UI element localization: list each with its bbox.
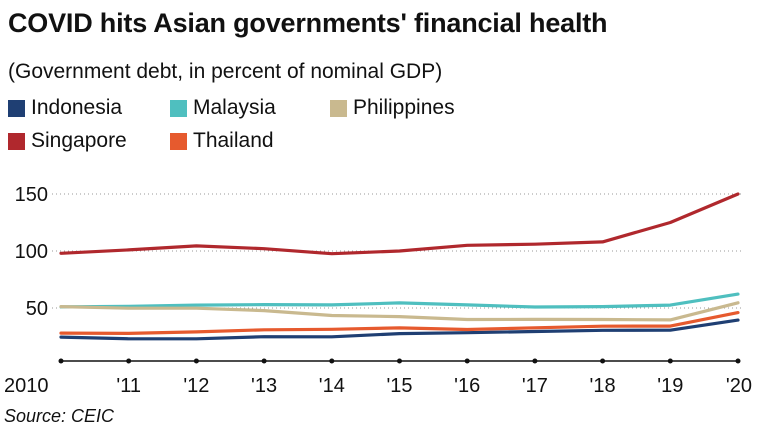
legend-swatch-philippines xyxy=(330,99,347,117)
x-tick-label-5: '15 xyxy=(386,375,412,397)
legend-swatch-indonesia xyxy=(8,99,25,117)
legend-item-singapore: Singapore xyxy=(8,129,127,153)
x-tick-5 xyxy=(397,358,402,364)
series-line-philippines xyxy=(59,301,740,322)
chart-title: COVID hits Asian governments' financial … xyxy=(8,8,608,38)
x-tick-2 xyxy=(193,358,199,364)
x-tick-8 xyxy=(600,358,606,364)
x-tick-label-3: '13 xyxy=(251,375,277,397)
series-line-singapore xyxy=(59,192,740,256)
legend-item-philippines: Philippines xyxy=(330,96,455,120)
legend-label-philippines: Philippines xyxy=(353,96,455,119)
chart-subtitle: (Government debt, in percent of nominal … xyxy=(8,60,443,83)
x-tick-4 xyxy=(329,358,335,364)
x-tick-label-4: '14 xyxy=(319,375,345,397)
series-line-thailand xyxy=(59,311,740,335)
x-tick-label-0: 2010 xyxy=(4,375,49,397)
x-tick-label-7: '17 xyxy=(522,375,548,397)
x-tick-label-8: '18 xyxy=(590,375,616,397)
x-tick-7 xyxy=(532,358,538,364)
legend-swatch-malaysia xyxy=(170,99,187,117)
x-tick-10 xyxy=(735,358,741,364)
legend-item-malaysia: Malaysia xyxy=(170,96,276,120)
x-tick-6 xyxy=(464,358,470,364)
legend-swatch-thailand xyxy=(170,132,187,150)
x-tick-label-10: '20 xyxy=(726,375,752,397)
x-tick-0 xyxy=(58,358,64,364)
x-tick-3 xyxy=(261,358,267,364)
series-line-indonesia xyxy=(59,318,740,341)
legend-label-malaysia: Malaysia xyxy=(193,96,276,119)
source-note: Source: CEIC xyxy=(4,406,115,426)
series-line-malaysia xyxy=(59,292,740,309)
y-tick-label-150: 150 xyxy=(15,184,48,206)
y-tick-label-50: 50 xyxy=(26,298,48,320)
x-tick-1 xyxy=(126,358,132,364)
y-tick-label-100: 100 xyxy=(15,241,48,263)
legend-label-indonesia: Indonesia xyxy=(31,96,123,119)
legend-item-indonesia: Indonesia xyxy=(8,96,122,120)
x-tick-9 xyxy=(667,358,673,364)
legend-item-thailand: Thailand xyxy=(170,129,274,153)
x-tick-label-6: '16 xyxy=(454,375,480,397)
x-tick-label-1: '11 xyxy=(116,375,141,397)
x-tick-label-9: '19 xyxy=(657,375,683,397)
legend-swatch-singapore xyxy=(8,132,25,150)
legend-label-thailand: Thailand xyxy=(193,129,274,152)
x-tick-label-2: '12 xyxy=(183,375,209,397)
legend-label-singapore: Singapore xyxy=(31,129,127,152)
